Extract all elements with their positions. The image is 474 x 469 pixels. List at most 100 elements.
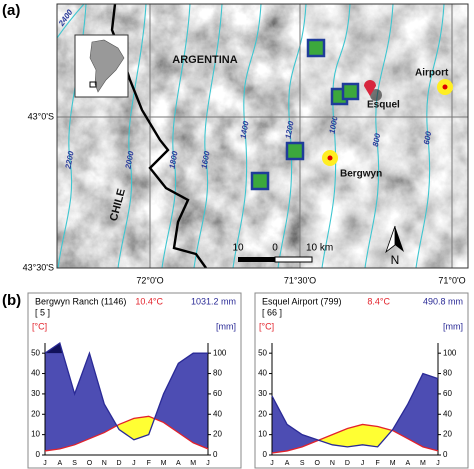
y-tick-label: 40 [258, 369, 267, 378]
climate-diagrams: Bergwyn Ranch (1146)[ 5 ] 10.4°C 1031.2 mm… [27, 292, 469, 469]
y2-axis-label: [mm] [216, 321, 236, 331]
y-tick-label: 20 [258, 409, 267, 418]
contour-line [232, 4, 262, 268]
x-tick-label: A [405, 460, 410, 467]
x-tick-label: J [132, 460, 136, 467]
x-tick-label: F [147, 460, 151, 467]
y-tick-label: 50 [31, 348, 40, 357]
climate-diagram: Bergwyn Ranch (1146)[ 5 ] 10.4°C 1031.2 mm… [27, 292, 242, 469]
contour-line [57, 4, 85, 39]
panel-label: (b) [2, 292, 21, 309]
contour-line [364, 4, 394, 268]
stations [322, 79, 453, 166]
y-tick-label: 50 [258, 348, 267, 357]
scale-label: 0 [272, 243, 278, 254]
x-tick-label: A [57, 460, 62, 467]
x-tick-label: J [361, 460, 365, 467]
y2-tick-label: 60 [213, 389, 222, 398]
x-tick-label: J [206, 460, 210, 467]
y-axis-label: [°C] [259, 321, 274, 331]
north-arrow [385, 225, 396, 254]
x-tick-label: A [176, 460, 181, 467]
y-tick-label: 30 [31, 389, 40, 398]
climate-diagram: Esquel Airport (799)[ 66 ] 8.4°C 490.8 mm [… [254, 292, 469, 469]
contour-label: 1200 [284, 120, 296, 140]
temperature-line [44, 415, 209, 452]
contour-label: 1800 [168, 150, 180, 170]
x-tick-label: J [436, 460, 440, 467]
station-dot [442, 84, 448, 90]
x-tick-label: J [43, 460, 47, 467]
y2-tick-label: 60 [443, 389, 452, 398]
x-tick-label: D [345, 460, 350, 467]
contour-label: 1600 [200, 150, 212, 170]
inset-map [74, 34, 129, 98]
place-label: Airport [415, 68, 449, 79]
y2-tick-label: 40 [213, 409, 222, 418]
north-arrow [395, 226, 404, 252]
scale-bar [238, 256, 313, 263]
x-tick-label: M [390, 460, 396, 467]
y2-tick-label: 0 [213, 450, 218, 459]
y-tick-label: 0 [36, 450, 41, 459]
diagram-title: Bergwyn Ranch (1146) [35, 296, 126, 306]
y-tick-label: 20 [31, 409, 40, 418]
x-tick-label: S [72, 460, 77, 467]
lon-label: 72°0'O [136, 275, 163, 285]
y2-tick-label: 40 [443, 409, 452, 418]
contour-line [117, 4, 147, 268]
site-marker [306, 38, 326, 58]
contour-line [321, 4, 351, 268]
scale-label: 10 [232, 243, 244, 254]
y2-tick-label: 0 [443, 450, 448, 459]
y-tick-label: 10 [258, 430, 267, 439]
site-marker [250, 171, 270, 191]
station-dot [327, 155, 333, 161]
total-precipitation: 1031.2 mm [191, 296, 236, 306]
x-tick-label: N [330, 460, 335, 467]
x-tick-label: M [420, 460, 426, 467]
y2-tick-label: 20 [443, 430, 452, 439]
lat-label: 43°0'S [28, 111, 54, 121]
x-tick-label: D [117, 460, 122, 467]
contour-label: 1400 [239, 120, 251, 140]
temperature-line [271, 423, 439, 454]
x-tick-label: M [190, 460, 196, 467]
y-axis-label: [°C] [32, 321, 47, 331]
pin-shadow [370, 89, 382, 101]
y2-tick-label: 100 [443, 348, 457, 357]
plain-shade [300, 4, 468, 268]
drought-area [272, 424, 438, 447]
y-tick-label: 40 [31, 369, 40, 378]
y-tick-label: 0 [263, 450, 268, 459]
place-label: Bergwyn [340, 169, 382, 180]
y2-tick-label: 80 [213, 369, 222, 378]
contour-label: 2200 [63, 150, 75, 171]
scale-label: 10 km [306, 243, 333, 254]
x-tick-label: N [102, 460, 107, 467]
site-marker [285, 141, 305, 161]
contour-label: 1000 [328, 115, 340, 135]
panel-label: (a) [2, 2, 20, 19]
contour-label: 2000 [123, 150, 135, 171]
y2-tick-label: 20 [213, 430, 222, 439]
north-label: N [391, 253, 400, 267]
lat-label: 43°30'S [23, 262, 54, 272]
y-tick-label: 10 [31, 430, 40, 439]
x-tick-label: O [87, 460, 93, 467]
place-label: Esquel [367, 100, 400, 111]
contour-label: 800 [371, 132, 382, 147]
x-tick-label: M [161, 460, 167, 467]
contour-line [193, 4, 223, 268]
contour-label: 600 [422, 130, 433, 145]
x-tick-label: S [300, 460, 305, 467]
sites [250, 38, 360, 191]
y-tick-label: 30 [258, 389, 267, 398]
lon-label: 71°30'O [284, 275, 316, 285]
town-pin [364, 80, 376, 96]
diagram-title: Esquel Airport (799) [262, 296, 342, 306]
x-tick-label: J [270, 460, 274, 467]
contour-line [161, 4, 191, 268]
map-frame [56, 3, 469, 269]
